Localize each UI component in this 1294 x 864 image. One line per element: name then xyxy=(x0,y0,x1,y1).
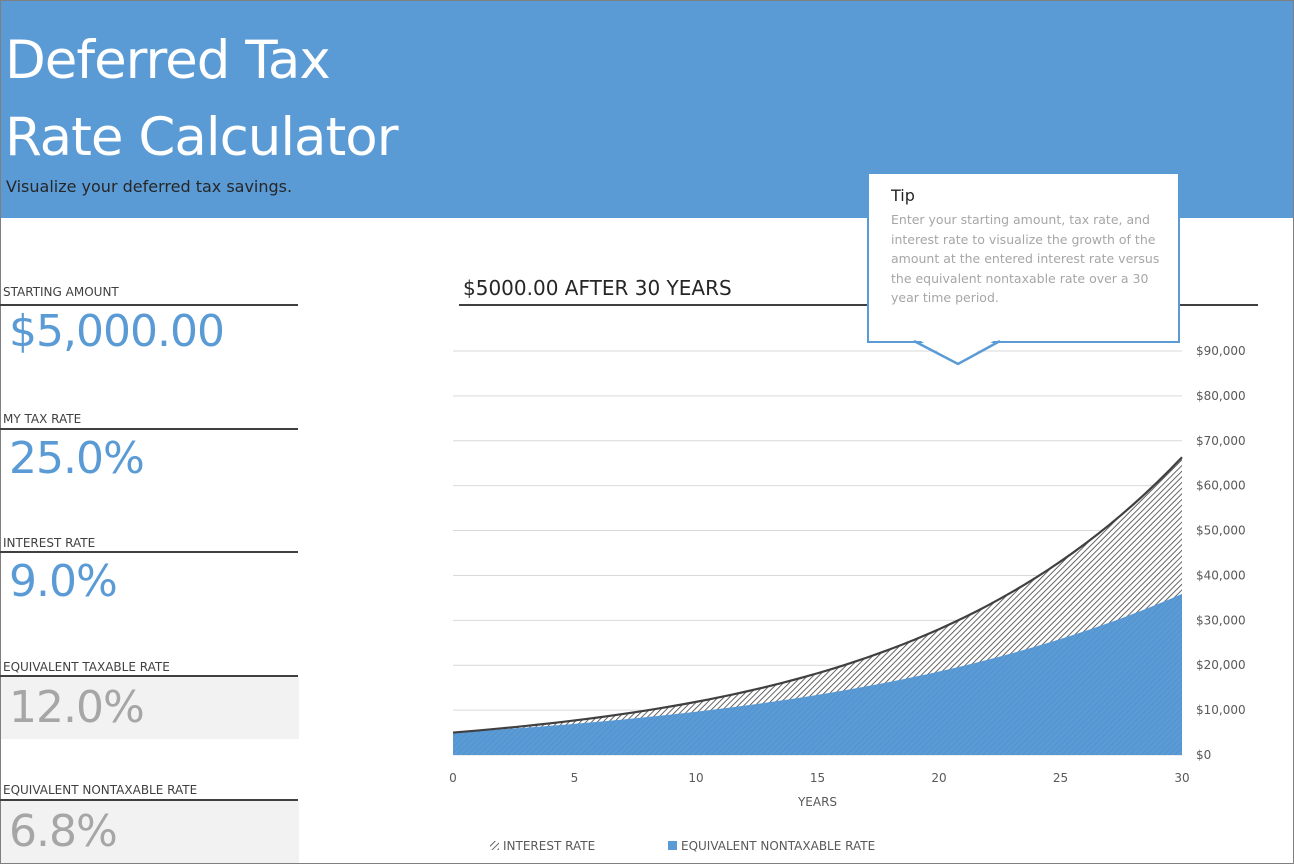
page-title: Deferred Tax Rate Calculator xyxy=(5,23,399,177)
y-tick-label: $70,000 xyxy=(1196,434,1246,448)
y-tick-label: $40,000 xyxy=(1196,568,1246,582)
x-tick-label: 15 xyxy=(810,771,825,785)
title-line-1: Deferred Tax xyxy=(5,30,331,91)
y-tick-label: $50,000 xyxy=(1196,524,1246,538)
starting-amount-input[interactable]: $5,000.00 xyxy=(9,306,225,357)
x-tick-label: 25 xyxy=(1053,771,1068,785)
interest-rate-input[interactable]: 9.0% xyxy=(9,556,118,607)
interest-rate-rule xyxy=(0,551,298,553)
equivalent-nontaxable-rate-value: 6.8% xyxy=(9,806,118,857)
equivalent-nontaxable-rate-rule xyxy=(0,799,298,801)
legend-swatch-equivalent-nontaxable-rate xyxy=(668,841,677,850)
page-subtitle: Visualize your deferred tax savings. xyxy=(6,177,293,196)
interest-rate-label: INTEREST RATE xyxy=(3,536,96,550)
tax-rate-label: MY TAX RATE xyxy=(3,412,82,426)
starting-amount-rule xyxy=(0,304,298,306)
growth-chart: $0 $10,000 $20,000 $30,000 $40,000 $50,000 $60… xyxy=(449,344,1246,853)
y-tick-label: $10,000 xyxy=(1196,703,1246,717)
x-tick-label: 20 xyxy=(931,771,946,785)
legend-label-interest-rate: INTEREST RATE xyxy=(503,839,595,853)
y-tick-label: $0 xyxy=(1196,748,1211,762)
x-tick-label: 10 xyxy=(688,771,703,785)
y-tick-label: $60,000 xyxy=(1196,479,1246,493)
series-equivalent-nontaxable-rate-area xyxy=(453,593,1182,755)
tip-title: Tip xyxy=(891,186,915,205)
y-tick-label: $20,000 xyxy=(1196,658,1246,672)
equivalent-nontaxable-rate-label: EQUIVALENT NONTAXABLE RATE xyxy=(3,783,198,797)
y-tick-label: $30,000 xyxy=(1196,613,1246,627)
y-tick-label: $90,000 xyxy=(1196,344,1246,358)
equivalent-taxable-rate-value: 12.0% xyxy=(9,682,145,733)
tax-rate-rule xyxy=(0,428,298,430)
x-tick-label: 0 xyxy=(449,771,457,785)
starting-amount-label: STARTING AMOUNT xyxy=(3,285,119,299)
chart-title: $5000.00 AFTER 30 YEARS xyxy=(463,276,732,300)
legend-label-equivalent-nontaxable-rate: EQUIVALENT NONTAXABLE RATE xyxy=(681,839,875,853)
chart-title-rule xyxy=(459,304,1258,306)
title-line-2: Rate Calculator xyxy=(5,106,399,168)
x-tick-label: 30 xyxy=(1174,771,1189,785)
tip-body: Enter your starting amount, tax rate, an… xyxy=(891,212,1160,305)
equivalent-taxable-rate-label: EQUIVALENT TAXABLE RATE xyxy=(3,660,170,674)
x-axis-title: YEARS xyxy=(797,795,837,809)
tip-pointer xyxy=(913,337,1001,366)
legend-swatch-interest-rate xyxy=(490,841,499,850)
equivalent-nontaxable-rate-box xyxy=(1,801,299,863)
tip-callout: Tip Enter your starting amount, tax rate… xyxy=(867,172,1180,343)
equivalent-taxable-rate-rule xyxy=(0,675,298,677)
x-tick-label: 5 xyxy=(571,771,579,785)
y-tick-label: $80,000 xyxy=(1196,389,1246,403)
tax-rate-input[interactable]: 25.0% xyxy=(9,433,145,484)
equivalent-taxable-rate-box xyxy=(1,677,299,739)
series-interest-rate-line xyxy=(452,456,1183,734)
